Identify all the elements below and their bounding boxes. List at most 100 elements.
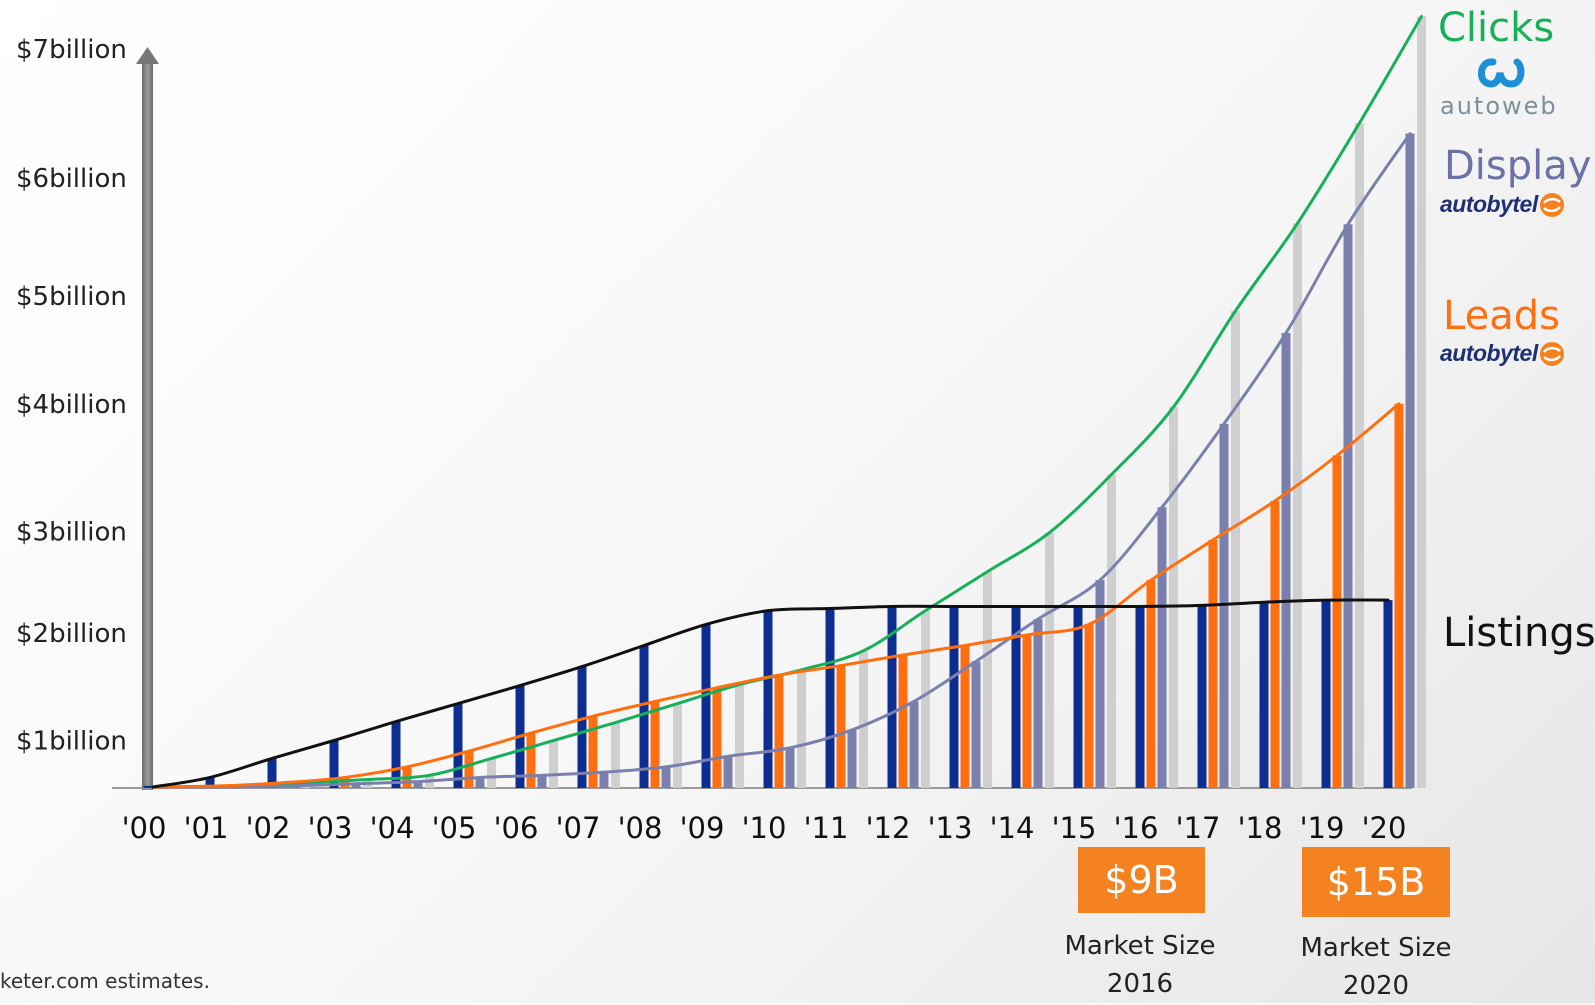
bar-listings — [1011, 606, 1021, 788]
x-tick-label: '16 — [1114, 811, 1159, 845]
x-tick-label: '04 — [370, 811, 415, 845]
bar-listings — [453, 703, 463, 788]
bar-display — [1405, 133, 1415, 789]
x-tick-label: '15 — [1052, 811, 1097, 845]
bar-clicks — [1417, 16, 1426, 788]
bar-clicks — [487, 758, 496, 788]
y-tick-label: $4billion — [16, 390, 127, 420]
bar-listings — [1259, 602, 1269, 788]
bar-clicks — [859, 650, 868, 788]
x-tick-label: '00 — [122, 811, 167, 845]
market-size-caption-year: 2020 — [1342, 971, 1410, 1001]
bar-leads — [1394, 403, 1404, 788]
legend-label-listings: Listings — [1443, 610, 1595, 656]
bar-leads — [1146, 580, 1156, 788]
bar-leads — [650, 701, 660, 788]
bar-clicks — [673, 703, 682, 788]
y-axis-tick-labels: $7billion $6billion $5billion $4billion $3bi… — [16, 35, 127, 756]
bar-leads — [712, 687, 722, 788]
bar-clicks — [1045, 532, 1054, 788]
x-axis-tick-labels: '00 '01 '02 '03 '04 '05 '06 '07 '08 '09 '10 '11 '12 '… — [122, 811, 1407, 845]
bar-display — [537, 775, 547, 788]
bar-leads — [1208, 539, 1218, 788]
bar-listings — [1197, 605, 1207, 788]
bar-display — [599, 772, 609, 788]
bar-display — [723, 756, 733, 788]
bar-leads — [1332, 455, 1342, 788]
bar-display — [785, 747, 795, 788]
bar-leads — [960, 645, 970, 788]
x-tick-label: '18 — [1238, 811, 1283, 845]
bar-clicks — [611, 722, 620, 788]
bar-display — [475, 777, 485, 788]
market-size-2020-caption: Market Size 2020 — [1276, 929, 1476, 1005]
bar-display — [661, 766, 671, 788]
bar-listings — [949, 606, 959, 788]
x-tick-label: '12 — [866, 811, 911, 845]
x-tick-label: '10 — [742, 811, 787, 845]
y-axis-arrow — [136, 47, 159, 790]
y-tick-label: $7billion — [16, 35, 127, 65]
bar-listings — [701, 624, 711, 788]
autobytel-logo-display: autobytel — [1440, 191, 1565, 218]
bar-display — [847, 729, 857, 788]
x-tick-label: '03 — [308, 811, 353, 845]
market-size-caption-line: Market Size — [1300, 933, 1452, 963]
market-size-caption-line: Market Size — [1064, 931, 1216, 961]
bar-clicks — [797, 669, 806, 788]
legend-label-clicks: Clicks — [1438, 5, 1555, 51]
bar-listings — [887, 606, 897, 788]
autoweb-logo-icon — [1478, 58, 1525, 88]
bar-leads — [588, 716, 598, 788]
bar-listings — [639, 645, 649, 788]
bar-display — [909, 701, 919, 788]
bar-leads — [464, 751, 474, 788]
x-tick-label: '09 — [680, 811, 725, 845]
bar-clicks — [1231, 310, 1240, 788]
bar-listings — [1383, 600, 1393, 788]
bar-leads — [526, 733, 536, 788]
trend-line-listings — [151, 598, 1390, 789]
x-tick-label: '06 — [494, 811, 539, 845]
bar-display — [1343, 224, 1353, 789]
bar-clicks — [549, 740, 558, 788]
x-tick-label: '11 — [804, 811, 849, 845]
bar-leads — [898, 655, 908, 788]
autobytel-wordmark: autobytel — [1440, 191, 1538, 217]
bar-clicks — [735, 684, 744, 788]
bar-listings — [825, 608, 835, 788]
bar-clicks — [1107, 474, 1116, 788]
bar-listings — [205, 777, 215, 788]
bar-listings — [1321, 600, 1331, 788]
source-footnote: keter.com estimates. — [0, 969, 210, 993]
x-tick-label: '07 — [556, 811, 601, 845]
bar-listings — [577, 666, 587, 788]
bar-display — [413, 781, 423, 788]
x-tick-label: '19 — [1300, 811, 1345, 845]
y-tick-label: $6billion — [16, 164, 127, 194]
x-tick-label: '01 — [184, 811, 229, 845]
y-tick-label: $2billion — [16, 619, 127, 649]
x-tick-label: '05 — [432, 811, 477, 845]
bar-series — [143, 16, 1426, 789]
bar-leads — [1084, 624, 1094, 788]
bar-listings — [1135, 606, 1145, 788]
bar-leads — [836, 665, 846, 788]
x-tick-label: '13 — [928, 811, 973, 845]
autobytel-wordmark: autobytel — [1440, 340, 1538, 366]
bar-display — [1095, 580, 1105, 788]
x-tick-label: '14 — [990, 811, 1035, 845]
bar-leads — [1022, 634, 1032, 788]
market-size-2020-badge: $15B — [1302, 847, 1450, 917]
bar-listings — [267, 758, 277, 788]
bar-display — [1219, 423, 1229, 788]
bar-display — [1157, 507, 1167, 788]
bar-leads — [774, 675, 784, 788]
market-size-caption-year: 2016 — [1106, 969, 1174, 999]
x-tick-label: '02 — [246, 811, 291, 845]
bar-leads — [1270, 500, 1280, 788]
y-tick-label: $1billion — [16, 727, 127, 757]
bar-listings — [143, 785, 153, 788]
autoweb-wordmark: autoweb — [1440, 92, 1558, 120]
